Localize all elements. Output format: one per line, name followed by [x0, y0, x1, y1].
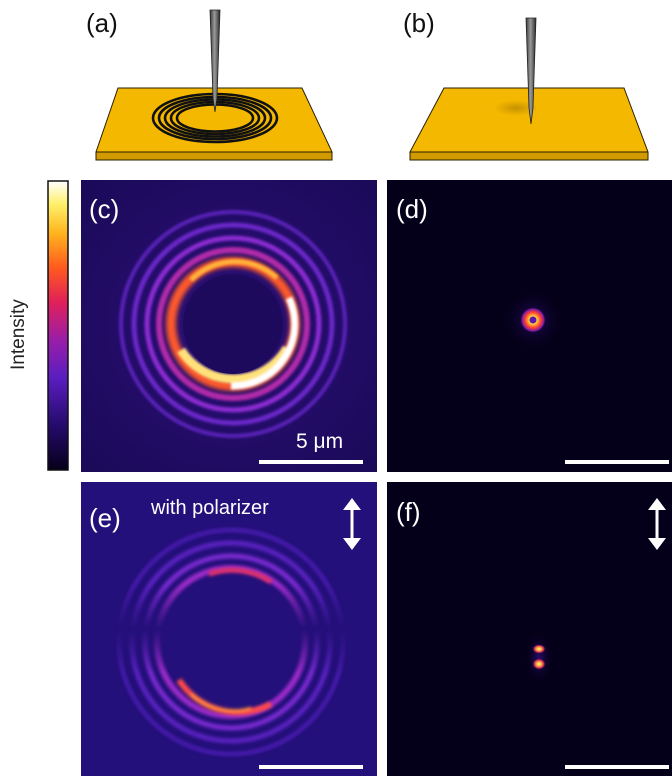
panel-label-a: (a) [86, 8, 118, 38]
scale-bar [259, 765, 363, 769]
outer-ring [119, 210, 347, 438]
panel-label-f: (f) [396, 497, 421, 527]
schematic-a [95, 9, 333, 161]
panel-label-c: (c) [89, 194, 120, 224]
probe-tip-icon [525, 17, 537, 125]
colorbar-label: Intensity [8, 299, 29, 370]
image-panel-e [81, 482, 377, 776]
schematic-b [409, 17, 649, 161]
scale-bar-label: 5 μm [296, 430, 344, 453]
scale-bar [565, 460, 669, 464]
image-panel-c [81, 180, 377, 472]
panel-label-d: (d) [396, 194, 428, 224]
panel-label-e: (e) [89, 503, 121, 533]
probe-tip-icon [209, 9, 221, 113]
lobe-top [532, 644, 546, 654]
image-panel-f [387, 482, 672, 776]
gold-plate-edge [409, 151, 649, 161]
polarizer-caption: with polarizer [151, 497, 269, 519]
colorbar [47, 180, 69, 471]
lobe-bottom [532, 658, 546, 670]
panel-label-b: (b) [403, 8, 435, 38]
scale-bar [565, 765, 669, 769]
image-panel-d [387, 180, 672, 472]
double-headed-vertical-arrow-icon [648, 498, 666, 550]
double-headed-vertical-arrow-icon [343, 498, 361, 550]
scale-bar [259, 460, 363, 464]
gold-plate-edge [95, 151, 333, 161]
